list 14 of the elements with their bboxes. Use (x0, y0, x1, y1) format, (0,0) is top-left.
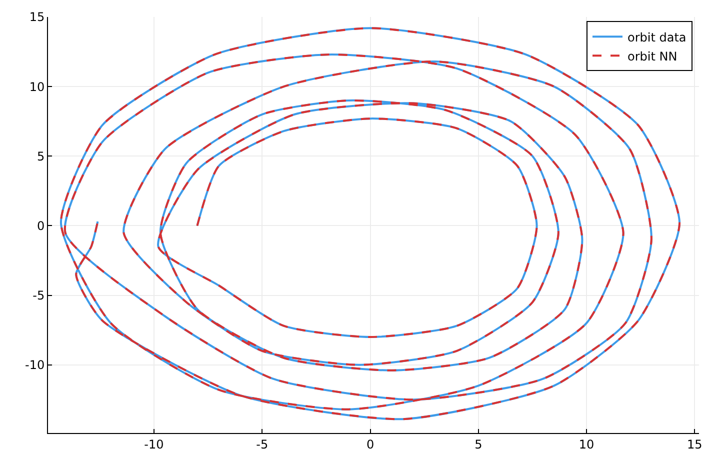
y-tick-label: 10 (29, 80, 45, 94)
y-tick-label: -5 (32, 288, 45, 302)
legend-label: orbit NN (627, 49, 678, 64)
x-tick-label: 5 (474, 437, 482, 452)
y-tick-label: 0 (36, 218, 45, 233)
x-tick-label: 10 (578, 437, 594, 452)
x-tick-label: 0 (366, 437, 374, 452)
x-tick-label: -5 (256, 437, 268, 452)
x-tick-label: -10 (144, 437, 164, 452)
x-tick-label: 15 (687, 437, 702, 452)
y-tick-label: 15 (29, 10, 45, 24)
y-tick-label: 5 (36, 149, 45, 164)
y-tick-label: -10 (24, 358, 45, 372)
legend-label: orbit data (627, 30, 686, 44)
